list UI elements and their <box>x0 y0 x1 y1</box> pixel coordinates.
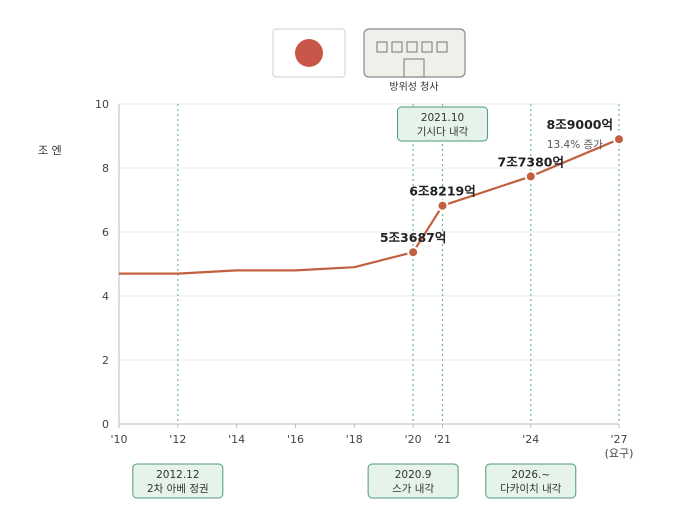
event-name: 기시다 내각 <box>417 126 469 138</box>
event-annotation: 2020.9 스가 내각 <box>367 463 459 499</box>
y-tick-label: 6 <box>102 226 109 239</box>
event-box <box>397 106 489 142</box>
event-annotation: 2012.12 2차 아베 정권 <box>132 463 224 499</box>
growth-note: 13.4% 증가 <box>547 139 603 151</box>
data-point <box>438 201 447 210</box>
x-tick-label: '20 <box>405 433 422 446</box>
event-box <box>485 463 577 499</box>
building-icon <box>363 28 466 78</box>
event-box <box>367 463 459 499</box>
event-name: 다카이치 내각 <box>500 483 562 495</box>
x-tick-sublabel: (요구) <box>605 447 634 460</box>
x-tick-label: '10 <box>110 433 127 446</box>
event-annotation: 2021.10 기시다 내각 <box>397 106 489 142</box>
x-tick-label: '14 <box>228 433 245 446</box>
x-tick-label: '24 <box>522 433 539 446</box>
building-caption: 방위성 청사 <box>389 80 438 93</box>
y-tick-label: 2 <box>102 354 109 367</box>
event-box <box>132 463 224 499</box>
axes: 0 2 4 6 8 10 '10 '12 '14 '16 '18 '20 '21 '24 '27(요구) <box>95 98 633 460</box>
data-label: 6조8219억 <box>409 184 476 199</box>
event-date: 2026.~ <box>511 469 550 481</box>
x-tick-label: '27 <box>610 433 627 446</box>
data-point <box>526 172 535 181</box>
y-axis-unit-label: 조 엔 <box>38 144 62 157</box>
event-date: 2020.9 <box>395 469 432 481</box>
data-label: 7조7380억 <box>498 154 565 169</box>
x-tick-label: '12 <box>169 433 186 446</box>
event-name: 스가 내각 <box>392 483 434 495</box>
event-name: 2차 아베 정권 <box>147 483 209 495</box>
event-lines <box>177 104 620 424</box>
data-labels: 5조3687억 6조8219억 7조7380억 8조9000억 13.4% 증가 <box>380 117 613 245</box>
series-line <box>119 133 625 275</box>
data-point <box>409 248 418 257</box>
data-label: 5조3687억 <box>380 230 447 245</box>
data-label: 8조9000억 <box>547 117 614 132</box>
y-tick-label: 0 <box>102 418 109 431</box>
event-date: 2012.12 <box>156 469 199 481</box>
japan-flag-icon <box>272 28 346 78</box>
event-date: 2021.10 <box>421 112 464 124</box>
x-tick-label: '16 <box>287 433 304 446</box>
y-tick-label: 4 <box>102 290 109 303</box>
x-tick-label: '18 <box>346 433 363 446</box>
gridlines <box>119 103 619 361</box>
event-annotation: 2026.~ 다카이치 내각 <box>485 463 577 499</box>
series-path <box>119 138 620 275</box>
x-tick-label: '21 <box>434 433 451 446</box>
y-tick-label: 8 <box>102 162 109 175</box>
data-point <box>615 135 623 144</box>
y-tick-label: 10 <box>95 98 109 111</box>
